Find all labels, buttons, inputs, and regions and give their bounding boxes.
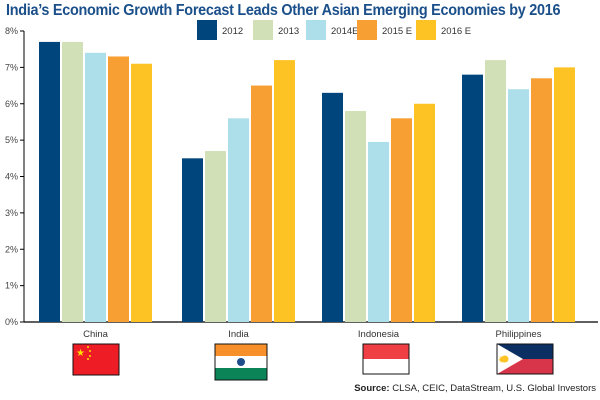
flags: ★✹ [72, 343, 554, 381]
y-tick-label: 8% [5, 26, 18, 36]
y-tick-label: 5% [5, 135, 18, 145]
legend-swatch [306, 20, 326, 40]
legend-label: 2013 [278, 26, 299, 37]
y-tick-label: 3% [5, 208, 18, 218]
bars [39, 41, 575, 323]
bar-indonesia-2012 [322, 92, 343, 323]
bar-china-2012 [39, 41, 60, 322]
chart-title: India’s Economic Growth Forecast Leads O… [6, 2, 561, 19]
bar-india-2013 [205, 151, 226, 322]
y-tick-label: 4% [5, 172, 18, 182]
y-tick-label: 1% [5, 281, 18, 291]
bar-china-2016e [131, 63, 152, 323]
category-label: China [83, 329, 109, 340]
bar-indonesia-2014e [368, 141, 389, 322]
bar-indonesia-2015e [391, 118, 412, 322]
y-tick-label: 6% [5, 99, 18, 109]
indonesia-flag-icon [362, 343, 410, 375]
source-note: Source: CLSA, CEIC, DataStream, U.S. Glo… [354, 383, 596, 394]
svg-text:✹: ✹ [498, 355, 506, 366]
legend-swatch [197, 20, 217, 40]
category-label: India [228, 329, 249, 340]
category-labels: China India Indonesia Philippines [83, 329, 542, 340]
bar-philippines-2012 [462, 74, 483, 323]
source-text: CLSA, CEIC, DataStream, U.S. Global Inve… [389, 383, 596, 394]
legend-label: 2014E [331, 26, 358, 37]
bar-india-2015e [251, 85, 272, 322]
bar-philippines-2016e [554, 67, 575, 322]
bar-philippines-2013 [485, 60, 506, 322]
legend-label: 2015 E [382, 26, 412, 37]
bar-philippines-2015e [531, 78, 552, 322]
legend-swatch [357, 20, 377, 40]
bar-india-2016e [274, 60, 295, 322]
legend-swatch [416, 20, 436, 40]
category-label: Indonesia [358, 329, 400, 340]
svg-text:★: ★ [76, 348, 85, 359]
bar-india-2012 [182, 158, 203, 322]
bar-china-2013 [62, 41, 83, 322]
y-tick-label: 7% [5, 62, 18, 72]
bar-indonesia-2016e [414, 103, 435, 322]
legend: 2012 2013 2014E 2015 E 2016 E [197, 20, 471, 40]
source-label: Source: [354, 383, 390, 394]
bar-india-2014e [228, 118, 249, 322]
bar-china-2014e [85, 52, 106, 322]
china-flag-icon: ★ [72, 343, 120, 376]
bar-indonesia-2013 [345, 111, 366, 323]
legend-label: 2016 E [441, 26, 471, 37]
category-label: Philippines [496, 329, 542, 340]
legend-label: 2012 [222, 26, 243, 37]
legend-swatch [253, 20, 273, 40]
bar-china-2015e [108, 56, 129, 323]
y-tick-label: 0% [5, 317, 18, 327]
bar-philippines-2014e [508, 89, 529, 322]
philippines-flag-icon: ✹ [496, 343, 554, 375]
y-tick-label: 2% [5, 244, 18, 254]
india-flag-icon [214, 343, 268, 381]
